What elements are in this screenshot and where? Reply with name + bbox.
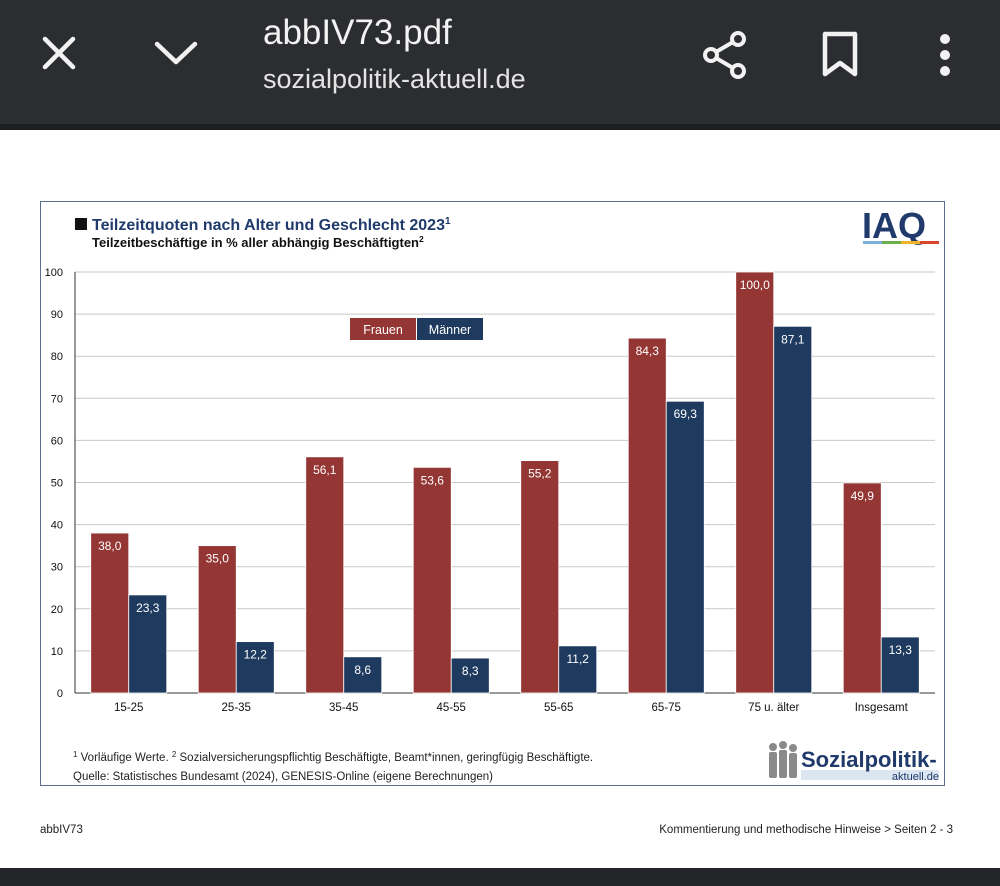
bottom-bar xyxy=(0,868,1000,886)
x-tick-label-0: 15-25 xyxy=(114,702,143,714)
bar-männer-4 xyxy=(558,645,598,694)
file-name: abbIV73.pdf xyxy=(263,13,452,52)
x-tick-label-2: 35-45 xyxy=(329,702,358,714)
brand-line-2: aktuell.de xyxy=(892,771,939,783)
data-label-männer-0: 23,3 xyxy=(136,601,160,615)
collapse-button[interactable] xyxy=(150,30,202,76)
chart-subtitle: Teilzeitbeschäftige in % aller abhängig … xyxy=(92,234,424,250)
chart-figure: Teilzeitquoten nach Alter und Geschlecht… xyxy=(40,201,945,786)
iaq-logo-bar-2 xyxy=(882,241,901,244)
y-tick-label-90: 90 xyxy=(51,309,63,321)
bar-männer-2 xyxy=(343,656,383,694)
bar-männer-3 xyxy=(450,657,490,694)
more-vert-icon xyxy=(940,34,950,76)
data-label-frauen-1: 35,0 xyxy=(206,552,230,566)
data-label-männer-5: 69,3 xyxy=(674,407,698,421)
data-label-männer-1: 12,2 xyxy=(244,648,268,662)
chart-title-text: Teilzeitquoten nach Alter und Geschlecht… xyxy=(92,217,445,234)
data-label-männer-3: 8,3 xyxy=(462,664,479,678)
legend-label-frauen: Frauen xyxy=(363,323,403,337)
x-tick-label-1: 25-35 xyxy=(222,702,251,714)
bar-frauen-7 xyxy=(842,482,882,694)
source-note: Quelle: Statistisches Bundesamt (2024), … xyxy=(73,771,493,783)
footnote-1-sup-a: 1 xyxy=(73,750,78,759)
iaq-logo-bar-4 xyxy=(920,241,939,244)
bookmark-icon xyxy=(822,31,858,77)
data-label-frauen-7: 49,9 xyxy=(851,489,875,503)
data-label-frauen-2: 56,1 xyxy=(313,463,337,477)
y-tick-label-70: 70 xyxy=(51,393,63,405)
x-tick-label-7: Insgesamt xyxy=(855,702,909,714)
y-tick-label-10: 10 xyxy=(51,646,63,658)
close-button[interactable] xyxy=(36,30,82,76)
data-label-männer-6: 87,1 xyxy=(781,332,805,346)
bar-frauen-2 xyxy=(305,456,345,694)
x-tick-label-4: 55-65 xyxy=(544,702,573,714)
bar-frauen-3 xyxy=(412,466,452,694)
iaq-logo: IAQ xyxy=(862,205,926,246)
close-icon xyxy=(42,36,76,70)
chart-title-sup: 1 xyxy=(445,216,451,227)
y-tick-label-0: 0 xyxy=(57,688,63,700)
bar-männer-6 xyxy=(773,325,813,694)
data-label-männer-4: 11,2 xyxy=(567,652,590,666)
sozialpolitik-logo: Sozialpolitik- aktuell.de xyxy=(769,741,939,783)
share-icon xyxy=(703,31,746,79)
x-tick-label-6: 75 u. älter xyxy=(748,702,799,714)
legend-swatch-frauen xyxy=(350,318,416,340)
bookmark-button[interactable] xyxy=(812,26,868,82)
title-bullet xyxy=(75,218,87,230)
footnote-1-text-a: Vorläufige Werte. xyxy=(77,752,171,764)
data-label-frauen-5: 84,3 xyxy=(636,344,660,358)
x-tick-label-5: 65-75 xyxy=(652,702,681,714)
share-button[interactable] xyxy=(698,28,752,82)
brand-line-1: Sozialpolitik- xyxy=(801,747,937,772)
bar-frauen-5 xyxy=(627,337,667,694)
y-tick-label-100: 100 xyxy=(45,267,63,279)
bar-frauen-4 xyxy=(520,460,560,694)
y-tick-label-50: 50 xyxy=(51,478,63,490)
bar-chart: Teilzeitquoten nach Alter und Geschlecht… xyxy=(45,205,939,783)
legend-label-männer: Männer xyxy=(429,323,471,337)
bar-frauen-1 xyxy=(197,545,237,694)
viewer-toolbar: abbIV73.pdf sozialpolitik-aktuell.de xyxy=(0,0,1000,130)
page-footer-left: abbIV73 xyxy=(40,824,83,836)
bar-frauen-0 xyxy=(90,532,130,694)
y-tick-label-40: 40 xyxy=(51,520,63,532)
x-tick-label-3: 45-55 xyxy=(437,702,466,714)
more-options-button[interactable] xyxy=(922,28,968,82)
bar-männer-7 xyxy=(880,636,920,694)
legend-swatch-männer xyxy=(417,318,483,340)
y-tick-label-60: 60 xyxy=(51,435,63,447)
page-footer-right: Kommentierung und methodische Hinweise >… xyxy=(659,824,953,836)
y-tick-label-80: 80 xyxy=(51,351,63,363)
chevron-down-icon xyxy=(154,41,198,65)
source-domain: sozialpolitik-aktuell.de xyxy=(263,64,526,94)
bar-männer-5 xyxy=(665,400,705,694)
y-tick-label-20: 20 xyxy=(51,604,63,616)
footnote-1: 1 Vorläufige Werte. 2 Sozialversicherung… xyxy=(73,750,593,764)
bar-männer-1 xyxy=(235,641,275,694)
data-label-frauen-0: 38,0 xyxy=(98,539,122,553)
y-tick-label-30: 30 xyxy=(51,562,63,574)
chart-title: Teilzeitquoten nach Alter und Geschlecht… xyxy=(92,216,451,234)
data-label-frauen-3: 53,6 xyxy=(421,473,445,487)
footnote-1-text-b: Sozialversicherungspflichtig Beschäftigt… xyxy=(176,752,593,764)
data-label-frauen-6: 100,0 xyxy=(740,278,770,292)
footnote-1-sup-b: 2 xyxy=(172,750,177,759)
iaq-logo-bar-3 xyxy=(901,241,920,244)
bar-frauen-6 xyxy=(735,271,775,694)
data-label-männer-2: 8,6 xyxy=(354,663,371,677)
bar-männer-0 xyxy=(128,594,168,694)
toolbar-shadow xyxy=(0,124,1000,130)
chart-subtitle-text: Teilzeitbeschäftige in % aller abhängig … xyxy=(92,235,419,250)
iaq-logo-bar-1 xyxy=(863,241,882,244)
data-label-frauen-4: 55,2 xyxy=(528,467,552,481)
data-label-männer-7: 13,3 xyxy=(889,643,913,657)
chart-subtitle-sup: 2 xyxy=(419,234,424,244)
